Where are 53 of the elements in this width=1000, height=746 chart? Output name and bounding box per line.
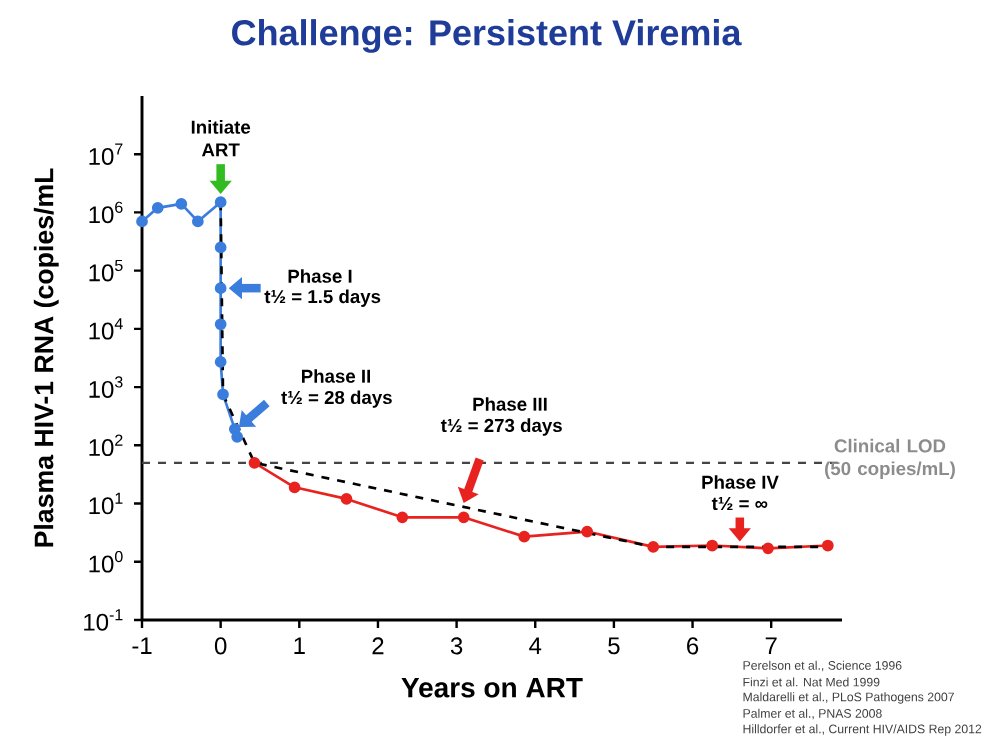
- point: [217, 388, 229, 401]
- annotation: Initiate ART: [191, 120, 251, 157]
- point: [214, 282, 227, 295]
- point: [647, 541, 660, 553]
- annotation: Phase II: [301, 369, 371, 383]
- point: [518, 530, 531, 543]
- x-tick-label: 4: [529, 637, 542, 654]
- y-tick-label: 10$^{3}$: [89, 376, 123, 398]
- point: [581, 525, 594, 538]
- y-tick-label: 10$^{1}$: [89, 492, 123, 515]
- point: [340, 493, 353, 505]
- point: [231, 430, 244, 443]
- y-tick-label: 10$^{-1}$: [84, 609, 123, 631]
- point: [214, 356, 227, 368]
- point: [214, 241, 227, 254]
- point: [396, 511, 409, 524]
- y-tick-label: 10$^{5}$: [89, 259, 123, 282]
- point: [175, 198, 188, 210]
- point: [136, 215, 148, 228]
- y-tick-label: 10$^{4}$: [89, 318, 123, 340]
- point: [214, 318, 227, 331]
- x-tick-label: 5: [608, 637, 620, 655]
- x-tick-label: 2: [372, 637, 384, 655]
- annotation: t½ = ∞: [711, 497, 768, 511]
- y-tick-label: 10$^{7}$: [89, 143, 123, 165]
- point: [706, 539, 719, 552]
- x-tick-label: -1: [132, 637, 152, 654]
- x-tick-label: 1: [294, 637, 305, 654]
- annotation: t½ = 1.5 days: [264, 289, 381, 307]
- point: [191, 215, 204, 228]
- x-tick-label: 6: [687, 637, 699, 655]
- x-axis-title: Years on ART: [401, 678, 583, 698]
- y-tick-label: 10$^{2}$: [89, 434, 123, 457]
- point: [288, 481, 301, 494]
- x-tick-label: 0: [214, 637, 227, 655]
- point: [457, 511, 470, 524]
- annotation: t½ = 273 days: [440, 418, 562, 436]
- x-tick-label: 3: [450, 637, 463, 655]
- point: [214, 196, 227, 209]
- annotation: Phase I: [288, 269, 352, 283]
- point: [248, 456, 261, 469]
- annotation: t½ = 28 days: [281, 390, 392, 408]
- chart-title: Challenge: Persistent Viremia: [232, 19, 742, 53]
- annotation: Phase IV: [702, 475, 779, 489]
- point: [762, 542, 774, 555]
- point: [151, 201, 164, 214]
- y-tick-label: 10$^{6}$: [89, 201, 123, 224]
- point: [821, 539, 834, 552]
- x-tick-label: 7: [765, 637, 777, 654]
- y-tick-label: 10$^{0}$: [89, 550, 123, 573]
- y-axis-title: Plasma HIV-1 RNA (copies/mL: [33, 168, 59, 547]
- ref-line-label: Clinical LOD (50 copies/mL): [825, 438, 955, 479]
- annotation: Phase III: [473, 397, 547, 411]
